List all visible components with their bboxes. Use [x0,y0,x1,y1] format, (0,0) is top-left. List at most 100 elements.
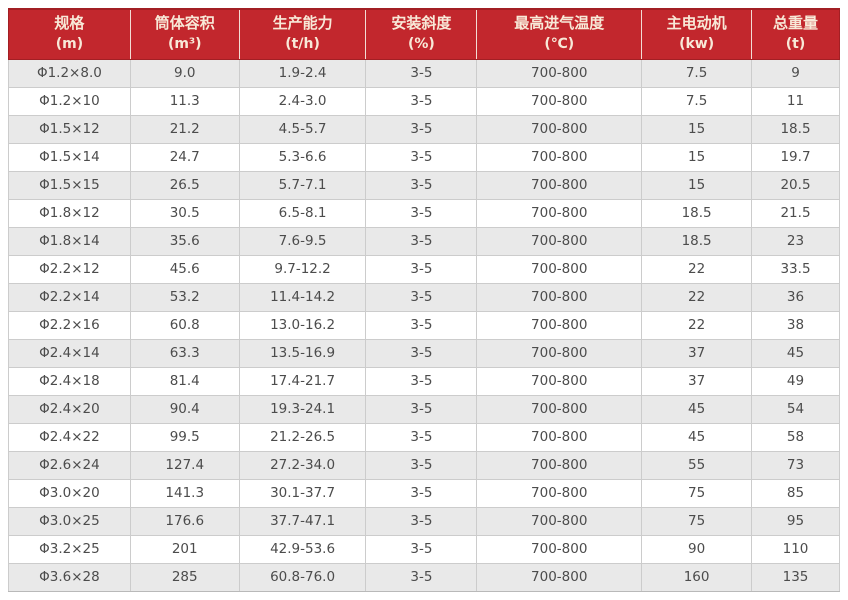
table-cell: 49 [751,366,840,396]
table-cell: 4.5-5.7 [238,114,367,144]
table-cell: 3-5 [365,142,478,172]
table-cell: Φ2.4×20 [8,394,131,424]
table-cell: Φ1.5×14 [8,142,131,172]
table-cell: 45.6 [129,254,240,284]
table-cell: 21.5 [751,198,840,228]
table-cell: 700-800 [476,86,643,116]
table-cell: 6.5-8.1 [238,198,367,228]
table-cell: 160 [641,562,753,592]
column-header-3: 生产能力 (t/h) [238,8,366,60]
table-cell: 176.6 [129,506,240,536]
table-cell: 3-5 [365,254,478,284]
table-cell: 700-800 [476,310,643,340]
table-row: Φ1.5×12 21.2 4.5-5.7 3-5 700-800 15 18.5 [8,114,840,144]
table-cell: 18.5 [641,226,753,256]
table-cell: Φ3.0×20 [8,478,131,508]
table-row: Φ2.2×16 60.8 13.0-16.2 3-5 700-800 22 38 [8,310,840,340]
table-cell: 90.4 [129,394,240,424]
column-label: 安装斜度 [391,14,452,33]
table-cell: 700-800 [476,170,643,200]
table-cell: 3-5 [365,366,478,396]
table-cell: 9.7-12.2 [238,254,367,284]
table-row: Φ1.5×15 26.5 5.7-7.1 3-5 700-800 15 20.5 [8,170,840,200]
table-cell: 700-800 [476,282,643,312]
column-header-5: 最高进气温度 (℃) [476,8,642,60]
table-cell: Φ2.2×12 [8,254,131,284]
table-cell: 700-800 [476,506,643,536]
equipment-spec-table: 规格 (m) 筒体容积 (m³) 生产能力 (t/h) 安装斜度 (%) 最高进气温度 (℃) 主电… [8,8,840,592]
table-cell: 700-800 [476,478,643,508]
table-cell: 3-5 [365,478,478,508]
table-cell: 63.3 [129,338,240,368]
table-cell: 22 [641,282,753,312]
table-cell: 110 [751,534,840,564]
table-cell: 60.8 [129,310,240,340]
table-cell: Φ1.8×14 [8,226,131,256]
table-cell: Φ1.8×12 [8,198,131,228]
table-cell: 37 [641,338,753,368]
table-cell: 35.6 [129,226,240,256]
table-cell: 23 [751,226,840,256]
table-row: Φ2.6×24 127.4 27.2-34.0 3-5 700-800 55 73 [8,450,840,480]
table-cell: 19.3-24.1 [238,394,367,424]
table-cell: 9.0 [129,58,240,88]
table-cell: 700-800 [476,534,643,564]
table-row: Φ2.2×14 53.2 11.4-14.2 3-5 700-800 22 36 [8,282,840,312]
table-cell: 3-5 [365,282,478,312]
table-cell: 3-5 [365,562,478,592]
table-cell: 18.5 [641,198,753,228]
table-cell: 85 [751,478,840,508]
table-row: Φ3.0×25 176.6 37.7-47.1 3-5 700-800 75 95 [8,506,840,536]
column-label: 最高进气温度 [514,14,605,33]
table-cell: 3-5 [365,86,478,116]
table-cell: 75 [641,506,753,536]
table-cell: 38 [751,310,840,340]
table-cell: 1.9-2.4 [238,58,367,88]
table-cell: 15 [641,142,753,172]
table-cell: 285 [129,562,240,592]
table-cell: Φ1.2×8.0 [8,58,131,88]
table-row: Φ2.4×14 63.3 13.5-16.9 3-5 700-800 37 45 [8,338,840,368]
table-cell: 7.6-9.5 [238,226,367,256]
table-cell: 700-800 [476,366,643,396]
table-cell: 3-5 [365,226,478,256]
table-cell: 45 [641,394,753,424]
table-cell: 18.5 [751,114,840,144]
table-cell: 36 [751,282,840,312]
table-cell: 15 [641,114,753,144]
column-unit: (t/h) [285,36,320,53]
table-cell: Φ3.2×25 [8,534,131,564]
table-cell: 60.8-76.0 [238,562,367,592]
table-cell: 3-5 [365,534,478,564]
column-unit: (m) [55,36,84,53]
table-cell: 11 [751,86,840,116]
column-label: 主电动机 [666,14,727,33]
column-header-2: 筒体容积 (m³) [129,8,240,60]
table-cell: 90 [641,534,753,564]
column-label: 规格 [54,14,85,33]
table-cell: 22 [641,254,753,284]
table-row: Φ3.6×28 285 60.8-76.0 3-5 700-800 160 135 [8,562,840,592]
column-header-1: 规格 (m) [8,8,131,60]
table-cell: Φ2.2×14 [8,282,131,312]
table-cell: 15 [641,170,753,200]
table-row: Φ1.8×12 30.5 6.5-8.1 3-5 700-800 18.5 21.5 [8,198,840,228]
table-cell: Φ1.2×10 [8,86,131,116]
table-cell: Φ2.4×14 [8,338,131,368]
table-cell: 99.5 [129,422,240,452]
table-cell: 30.1-37.7 [238,478,367,508]
table-header: 规格 (m) 筒体容积 (m³) 生产能力 (t/h) 安装斜度 (%) 最高进气温度 (℃) 主电… [8,8,840,60]
table-cell: 3-5 [365,338,478,368]
table-cell: Φ2.4×22 [8,422,131,452]
table-body: Φ1.2×8.0 9.0 1.9-2.4 3-5 700-800 7.5 9 Φ1.2×10 1… [8,58,840,592]
table-cell: 700-800 [476,58,643,88]
table-row: Φ1.2×8.0 9.0 1.9-2.4 3-5 700-800 7.5 9 [8,58,840,88]
table-cell: Φ2.2×16 [8,310,131,340]
table-cell: 700-800 [476,338,643,368]
table-cell: 3-5 [365,170,478,200]
table-cell: 700-800 [476,394,643,424]
table-row: Φ1.8×14 35.6 7.6-9.5 3-5 700-800 18.5 23 [8,226,840,256]
table-cell: 58 [751,422,840,452]
table-cell: 27.2-34.0 [238,450,367,480]
table-cell: 45 [641,422,753,452]
